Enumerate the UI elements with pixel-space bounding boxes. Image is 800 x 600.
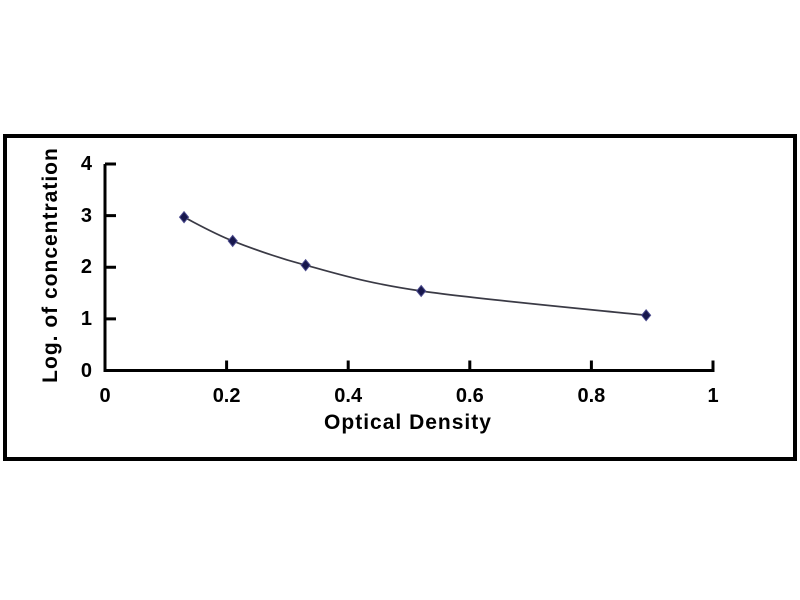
y-tick-label: 3 xyxy=(80,204,92,227)
x-tick-label: 1 xyxy=(707,385,719,407)
x-tick-label: 0.4 xyxy=(334,385,363,407)
x-tick-label: 0.2 xyxy=(212,385,241,407)
y-tick-label: 1 xyxy=(80,307,92,330)
x-tick-label: 0 xyxy=(99,385,111,407)
y-tick-label: 2 xyxy=(80,256,92,279)
x-tick-label: 0.6 xyxy=(455,385,484,407)
y-tick-label: 0 xyxy=(80,359,92,382)
y-tick-label: 4 xyxy=(80,153,92,175)
x-axis-title: Optical Density xyxy=(324,411,492,434)
x-tick-label: 0.8 xyxy=(577,385,606,407)
